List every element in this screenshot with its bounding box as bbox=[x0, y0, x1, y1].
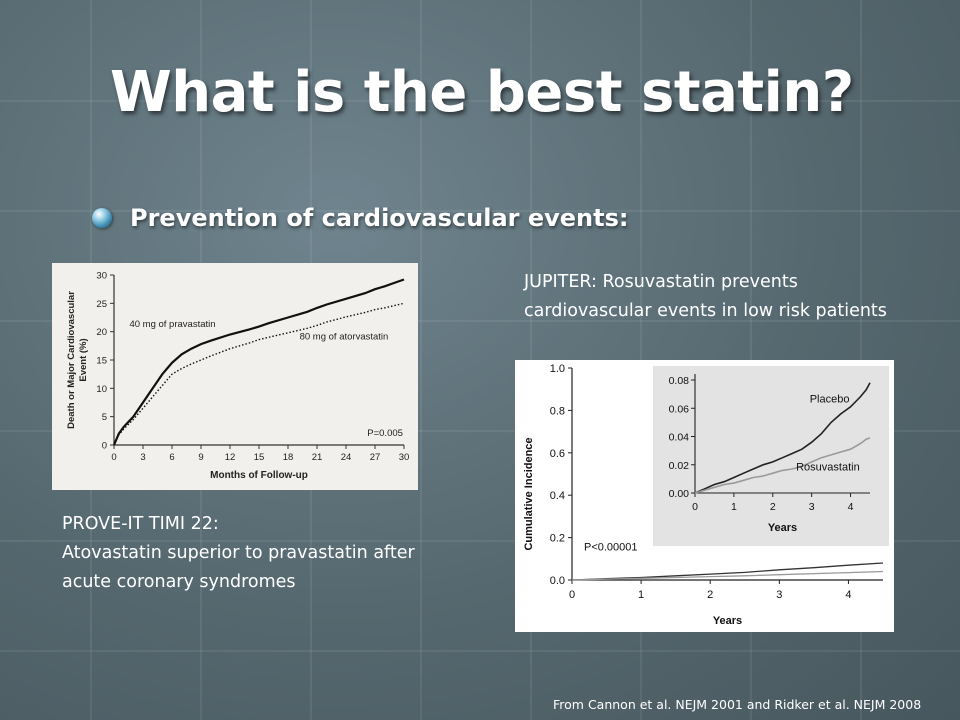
y-tick-label: 5 bbox=[102, 412, 107, 423]
y-tick-label: 0.6 bbox=[550, 448, 565, 460]
y-tick-label: 15 bbox=[96, 356, 107, 367]
x-tick-label: 21 bbox=[312, 452, 323, 463]
x-tick-label: 3 bbox=[140, 452, 145, 463]
y-tick-label: 0.0 bbox=[550, 575, 565, 587]
inset-y-tick-label: 0.00 bbox=[669, 488, 690, 500]
inset-x-tick-label: 0 bbox=[692, 501, 698, 513]
y-axis-title: Cumulative Incidence bbox=[523, 437, 535, 550]
series-line bbox=[571, 570, 884, 581]
y-tick-label: 1.0 bbox=[550, 363, 565, 375]
y-tick-label: 0.8 bbox=[550, 405, 565, 417]
y-axis-title-line: Event (%) bbox=[78, 338, 89, 381]
y-axis-title: Death or Major CardiovascularEvent (%) bbox=[66, 291, 89, 429]
inset-series-line bbox=[694, 437, 871, 494]
x-tick-label: 1 bbox=[638, 589, 644, 601]
inset-panel bbox=[653, 366, 889, 546]
inset-x-tick-label: 2 bbox=[770, 501, 776, 513]
inset-series-label: Placebo bbox=[810, 394, 850, 406]
jupiter-chart-svg: 0.0 0.2 0.4 0.6 0.8 1.0 0 1 2 3 4 Years Cumulative I… bbox=[523, 363, 889, 627]
x-tick-label: 15 bbox=[254, 452, 265, 463]
y-tick-label: 0.2 bbox=[550, 533, 565, 545]
y-tick-label: 30 bbox=[96, 271, 107, 282]
inset-series-line bbox=[694, 382, 871, 494]
inset-x-axis-title: Years bbox=[768, 522, 797, 534]
x-tick-label: 2 bbox=[707, 589, 713, 601]
x-tick-label: 9 bbox=[198, 452, 203, 463]
slide-title: What is the best statin? bbox=[110, 60, 854, 125]
x-tick-label: 27 bbox=[370, 452, 381, 463]
x-tick-label: 4 bbox=[845, 589, 851, 601]
x-tick-label: 18 bbox=[283, 452, 294, 463]
p-value-label: P<0.00001 bbox=[584, 541, 638, 553]
inset-y-tick-label: 0.08 bbox=[669, 375, 690, 387]
x-tick-label: 12 bbox=[225, 452, 236, 463]
inset-y-tick-label: 0.06 bbox=[669, 403, 690, 415]
x-axis-title: Months of Follow-up bbox=[210, 470, 308, 481]
bullet-text: Prevention of cardiovascular events: bbox=[130, 204, 629, 232]
series-line bbox=[112, 278, 405, 446]
globe-bullet-icon bbox=[92, 208, 112, 228]
prove-it-caption-body: Atovastatin superior to pravastatin afte… bbox=[62, 543, 415, 592]
inset-y-tick-label: 0.02 bbox=[669, 460, 690, 472]
bullet-item: Prevention of cardiovascular events: bbox=[92, 204, 628, 232]
x-tick-label: 30 bbox=[399, 452, 410, 463]
x-tick-label: 0 bbox=[569, 589, 575, 601]
series-line bbox=[571, 562, 884, 581]
x-axis-title: Years bbox=[713, 615, 742, 627]
prove-it-chart-svg: 0 5 10 15 20 25 30 0 3 6 9 12 15 18 21 24 27 30 Months of … bbox=[66, 271, 410, 482]
series-label: 80 mg of atorvastatin bbox=[300, 332, 389, 343]
citation-footer: From Cannon et al. NEJM 2001 and Ridker … bbox=[553, 697, 922, 712]
inset-x-tick-label: 4 bbox=[848, 501, 854, 513]
y-tick-label: 20 bbox=[96, 327, 107, 338]
x-tick-label: 0 bbox=[111, 452, 116, 463]
inset-x-tick-label: 1 bbox=[731, 501, 737, 513]
x-tick-label: 3 bbox=[776, 589, 782, 601]
y-tick-label: 10 bbox=[96, 384, 107, 395]
prove-it-caption: PROVE-IT TIMI 22: Atovastatin superior t… bbox=[62, 510, 422, 597]
prove-it-chart: 0 5 10 15 20 25 30 0 3 6 9 12 15 18 21 24 27 30 Months of … bbox=[52, 263, 418, 490]
series-line bbox=[113, 302, 405, 446]
x-tick-label: 24 bbox=[341, 452, 352, 463]
x-tick-label: 6 bbox=[169, 452, 174, 463]
jupiter-chart: 0.0 0.2 0.4 0.6 0.8 1.0 0 1 2 3 4 Years Cumulative I… bbox=[515, 360, 894, 632]
prove-it-caption-title: PROVE-IT TIMI 22: bbox=[62, 514, 219, 534]
y-tick-label: 0.4 bbox=[550, 490, 565, 502]
inset-y-tick-label: 0.04 bbox=[669, 432, 690, 444]
series-label: 40 mg of pravastatin bbox=[129, 319, 215, 330]
y-tick-label: 25 bbox=[96, 299, 107, 310]
inset-x-tick-label: 3 bbox=[809, 501, 815, 513]
jupiter-caption: JUPITER: Rosuvastatin prevents cardiovas… bbox=[524, 272, 887, 321]
y-tick-label: 0 bbox=[102, 441, 107, 452]
y-axis-title-line: Death or Major Cardiovascular bbox=[66, 291, 77, 429]
inset-series-label: Rosuvastatin bbox=[796, 461, 860, 473]
p-value-label: P=0.005 bbox=[367, 428, 403, 439]
